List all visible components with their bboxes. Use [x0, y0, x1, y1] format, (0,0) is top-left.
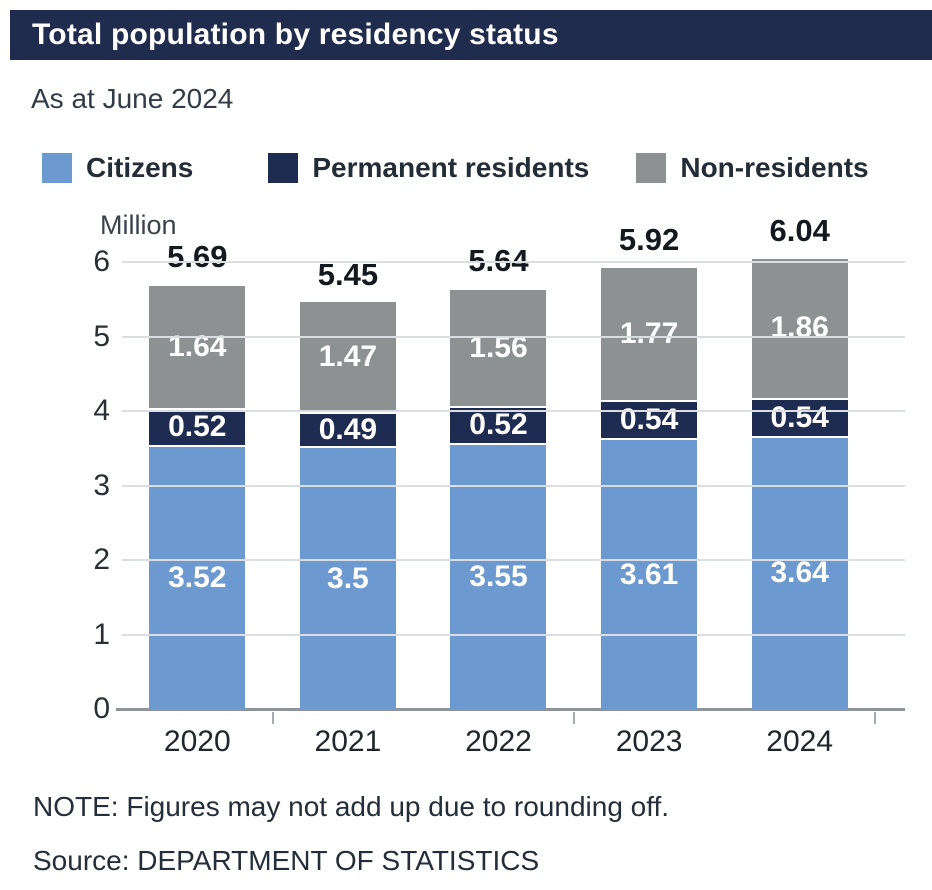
- legend-label: Non-residents: [680, 152, 869, 183]
- segment-value-label: 1.86: [770, 311, 829, 345]
- chart-subtitle: As at June 2024: [31, 83, 234, 114]
- bar-segment-permanent-residents: 0.52: [450, 405, 547, 445]
- bar-segment-citizens: 3.5: [299, 448, 396, 709]
- segment-value-label: 0.49: [318, 413, 378, 446]
- segment-value-label: 0.54: [770, 400, 829, 434]
- gridline-3: [122, 484, 905, 487]
- bar-segment-non-residents: 1.77: [601, 267, 698, 400]
- bar-segment-citizens: 3.55: [450, 444, 547, 709]
- x-axis-line: [116, 708, 905, 711]
- bar-segment-non-residents: 1.47: [299, 302, 396, 412]
- legend-label: Permanent residents: [312, 152, 590, 183]
- legend-swatch: [636, 153, 667, 183]
- bars-container: 3.52 0.52 1.64 5.69 2020 3.5 0.49 1.47 5.45 2021 3…: [122, 213, 876, 758]
- bar-segment-permanent-residents: 0.54: [751, 397, 848, 438]
- legend-item-permanent-residents: Permanent residents: [268, 152, 589, 184]
- legend-swatch: [42, 153, 72, 183]
- segment-value-label: 3.52: [168, 560, 227, 594]
- bar-segment-citizens: 3.52: [149, 446, 246, 709]
- bar-segment-permanent-residents: 0.54: [601, 399, 698, 441]
- bar-segment-non-residents: 1.64: [149, 285, 246, 409]
- legend-item-citizens: Citizens: [42, 152, 193, 184]
- legend-label: Citizens: [86, 152, 194, 183]
- plot-area: 3.52 0.52 1.64 5.69 2020 3.5 0.49 1.47 5.45 2021 3…: [93, 213, 905, 758]
- x-axis-tick: [572, 712, 575, 724]
- bar-segment-permanent-residents: 0.52: [149, 408, 246, 447]
- total-value-label: 6.04: [769, 213, 830, 249]
- y-axis-unit-label: Million: [100, 210, 177, 240]
- y-tick-label-5: 5: [93, 319, 110, 353]
- stacked-bar-2020: 3.52 0.52 1.64: [149, 285, 246, 709]
- x-axis-label-2022: 2022: [465, 725, 532, 758]
- segment-value-label: 1.77: [619, 316, 679, 350]
- category-slot-2023: 3.61 0.54 1.77 5.92 2023: [574, 222, 725, 758]
- gridline-2: [122, 559, 905, 561]
- segment-value-label: 3.55: [469, 559, 528, 593]
- segment-value-label: 0.52: [469, 408, 528, 442]
- x-axis-tick: [271, 712, 274, 724]
- total-value-label: 5.64: [468, 242, 529, 278]
- x-axis-label-2023: 2023: [615, 725, 683, 758]
- stacked-bar-2022: 3.55 0.52 1.56: [450, 289, 547, 709]
- title-bar: Total population by residency status: [10, 10, 932, 60]
- bar-segment-permanent-residents: 0.49: [299, 411, 396, 449]
- category-slot-2020: 3.52 0.52 1.64 5.69 2020: [122, 239, 274, 758]
- segment-value-label: 0.52: [168, 410, 227, 444]
- chart-legend: Citizens Permanent residents Non-residents: [42, 152, 869, 184]
- x-axis-label-2024: 2024: [766, 725, 834, 758]
- total-value-label: 5.92: [618, 221, 680, 257]
- category-slot-2021: 3.5 0.49 1.47 5.45 2021: [273, 257, 575, 758]
- segment-value-label: 3.5: [327, 561, 369, 595]
- bar-segment-citizens: 3.64: [751, 437, 848, 709]
- footnote: NOTE: Figures may not add up due to roun…: [33, 791, 670, 822]
- bar-segment-non-residents: 1.86: [751, 259, 848, 398]
- gridline-1: [122, 633, 905, 636]
- stacked-bar-2024: 3.64 0.54 1.86: [751, 259, 848, 709]
- category-slot-2022: 3.55 0.52 1.56 5.64 2022: [423, 243, 876, 758]
- bar-segment-citizens: 3.61: [601, 440, 698, 709]
- y-tick-label-2: 2: [93, 543, 110, 576]
- gridline-4: [122, 410, 905, 412]
- source-credit: Source: DEPARTMENT OF STATISTICS: [33, 845, 540, 876]
- x-axis-tick: [873, 712, 876, 724]
- y-tick-label-4: 4: [93, 394, 110, 427]
- y-tick-label-3: 3: [93, 468, 110, 502]
- y-tick-label-1: 1: [93, 617, 110, 651]
- x-axis-label-2021: 2021: [314, 725, 382, 758]
- gridline-5: [122, 335, 905, 338]
- category-slot-2024: 3.64 0.54 1.86 6.04 2024: [724, 213, 875, 758]
- legend-swatch: [268, 153, 299, 183]
- page-title: Total population by residency status: [32, 18, 559, 51]
- segment-value-label: 0.54: [619, 402, 679, 436]
- segment-value-label: 3.61: [619, 557, 679, 591]
- total-value-label: 5.69: [167, 239, 228, 275]
- segment-value-label: 3.64: [770, 556, 829, 590]
- y-tick-label-0: 0: [93, 692, 110, 725]
- gridline-6: [122, 261, 905, 263]
- bar-segment-non-residents: 1.56: [450, 289, 547, 406]
- x-axis-label-2020: 2020: [163, 725, 231, 758]
- segment-value-label: 1.47: [318, 340, 378, 373]
- stacked-bar-2021: 3.5 0.49 1.47: [299, 302, 396, 709]
- stacked-bar-2023: 3.61 0.54 1.77: [601, 267, 698, 709]
- y-tick-label-6: 6: [93, 245, 110, 278]
- legend-item-non-residents: Non-residents: [636, 152, 869, 184]
